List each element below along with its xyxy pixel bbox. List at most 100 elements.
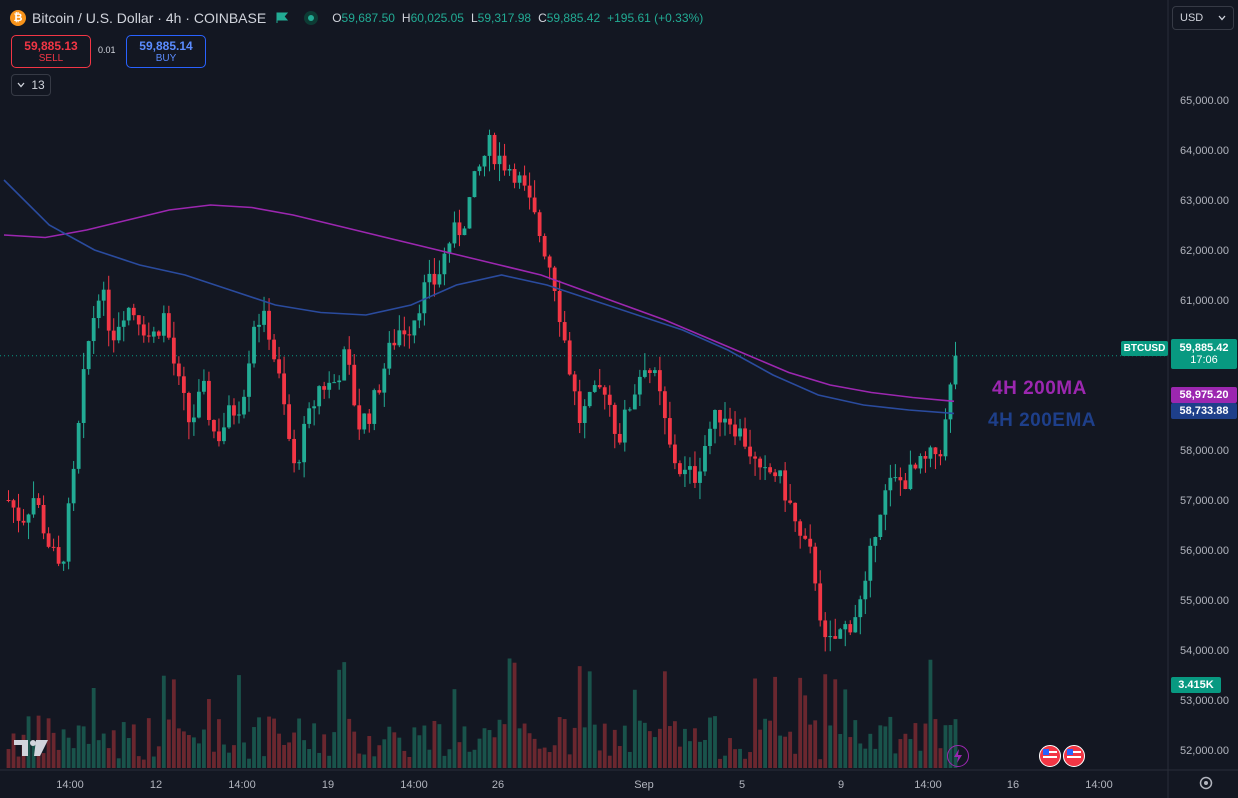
volume-bar [597,750,602,768]
buy-button[interactable]: 59,885.14 BUY [126,35,206,68]
volume-bar [151,756,156,768]
candle-body [587,391,592,407]
volume-bar [828,725,833,768]
volume-bar [252,727,256,768]
candle-body [367,413,372,424]
symbol-tag: BTCUSD [1121,341,1168,356]
candle-body [898,477,903,481]
candle-body [16,507,21,521]
volume-bar [878,725,883,768]
candle-body [332,382,337,384]
us-flag-event-icon[interactable] [1039,745,1061,767]
volume-bar [332,732,337,768]
volume-bar [442,755,447,768]
candle-body [56,547,61,564]
volume-bar [953,719,958,768]
volume-bar [562,719,567,768]
us-flag-event-icon[interactable] [1063,745,1085,767]
volume-bar [893,753,898,768]
sell-button[interactable]: 59,885.13 SELL [11,35,91,68]
candle-body [622,409,627,443]
candle-body [327,382,332,390]
candle-body [262,310,266,325]
volume-bar [748,752,752,768]
candle-body [773,472,778,477]
candle-body [502,155,507,171]
settings-gear-icon[interactable] [1198,775,1214,795]
bitcoin-logo[interactable]: ₿ [10,10,26,26]
volume-bar [557,717,562,768]
candle-body [26,514,31,523]
candle-body [232,405,236,416]
candle-body [397,330,402,346]
candle-body [632,394,637,410]
candle-body [407,334,412,336]
volume-bar [422,725,427,768]
volume-bar [56,749,61,768]
volume-bar [617,746,622,768]
volume-bar [883,726,888,768]
candle-body [778,470,783,477]
candle-body [222,427,226,442]
candle-body [612,404,617,434]
tradingview-logo[interactable] [14,740,48,761]
candle-body [432,273,437,285]
volume-bar [743,758,747,768]
volume-bar [477,738,482,768]
volume-bar [166,719,171,768]
candle-body [743,428,747,447]
candle-body [673,444,677,464]
candle-body [106,289,111,331]
market-status-icon[interactable] [304,11,319,25]
volume-bar [657,728,662,768]
candle-body [362,413,367,430]
symbol-title[interactable]: Bitcoin / U.S. Dollar · 4h · COINBASE [32,10,267,26]
candle-body [753,456,757,459]
volume-bar [502,724,507,768]
volume-bar [337,669,342,768]
candle-body [813,546,818,584]
volume-bar [928,659,933,768]
volume-bar [938,748,943,768]
indicators-toggle-button[interactable]: 13 [11,74,51,96]
candle-body [382,368,387,393]
indicators-count: 13 [31,78,45,92]
candle-body [197,391,201,418]
candle-body [61,561,66,564]
candle-body [557,291,562,323]
volume-bar [647,731,652,768]
candle-body [657,370,662,392]
candle-body [758,458,762,468]
candle-body [81,369,86,423]
candle-body [893,477,898,479]
lightning-event-icon[interactable] [947,745,969,767]
candle-body [457,222,462,236]
candle-body [823,620,828,638]
candle-body [953,355,958,385]
currency-select[interactable]: USD [1172,6,1234,30]
volume-bar [161,675,166,768]
chart-header: ₿ Bitcoin / U.S. Dollar · 4h · COINBASE … [10,8,703,28]
volume-bar [116,758,121,768]
candle-body [517,175,522,183]
candle-body [372,390,377,424]
candle-body [738,428,742,437]
volume-bar [933,719,938,768]
volume-bar [778,735,783,768]
volume-bar [592,724,597,768]
volume-bar [667,726,672,768]
currency-value: USD [1180,12,1204,24]
candle-body [808,538,813,547]
volume-bar [843,689,848,768]
candle-body [377,390,382,393]
volume-bar [96,740,101,768]
green-flag-icon[interactable] [276,12,289,24]
candle-body [888,477,893,491]
volume-bar [637,720,642,768]
candle-body [422,282,427,314]
volume-bar [277,733,281,768]
candle-body [818,583,823,621]
candle-body [71,468,76,504]
candle-body [101,289,106,301]
